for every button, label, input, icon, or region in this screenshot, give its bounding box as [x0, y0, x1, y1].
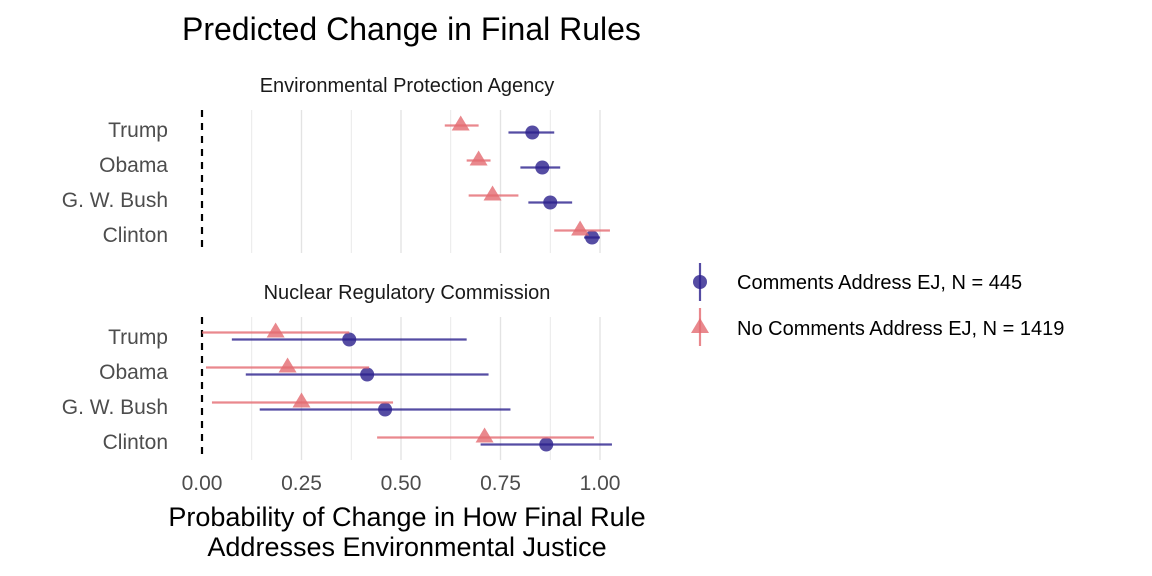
comments-point — [539, 437, 554, 452]
comments-point — [342, 332, 357, 347]
legend-item-comments: Comments Address EJ, N = 445 — [693, 263, 1022, 301]
x-tick-label: 0.00 — [182, 472, 223, 495]
y-tick-label: G. W. Bush — [62, 396, 168, 419]
x-tick-label: 1.00 — [580, 472, 621, 495]
legend-comments-label: Comments Address EJ, N = 445 — [737, 272, 1022, 294]
gridlines — [251, 110, 601, 253]
legend-comments-marker — [693, 275, 707, 289]
no-comments-point — [451, 115, 470, 131]
x-axis-label-line-1: Probability of Change in How Final Rule — [168, 502, 645, 532]
no-comments-point — [469, 150, 488, 166]
comments-point — [543, 195, 558, 210]
comments-point — [525, 125, 540, 140]
panel-nrc: Nuclear Regulatory Commission Trump Obama… — [62, 282, 612, 460]
x-tick-label: 0.75 — [480, 472, 521, 495]
x-axis: 0.00 0.25 0.50 0.75 1.00 — [182, 472, 621, 495]
gridlines — [251, 317, 601, 460]
comments-point — [378, 402, 393, 417]
y-tick-label: Trump — [108, 119, 168, 142]
comments-point — [585, 230, 600, 245]
no-comments-point — [571, 220, 590, 236]
legend: Comments Address EJ, N = 445 No Comments… — [691, 263, 1064, 346]
x-tick-label: 0.50 — [381, 472, 422, 495]
y-tick-label: Clinton — [103, 224, 168, 247]
y-tick-label: Obama — [99, 154, 168, 177]
legend-item-no-comments: No Comments Address EJ, N = 1419 — [691, 308, 1064, 346]
y-tick-label: Trump — [108, 326, 168, 349]
no-comments-point — [278, 357, 297, 373]
x-tick-label: 0.25 — [281, 472, 322, 495]
no-comments-point — [266, 322, 285, 338]
legend-no-comments-marker — [691, 318, 709, 333]
y-tick-label: Clinton — [103, 431, 168, 454]
no-comments-point — [292, 392, 311, 408]
panel-title-epa: Environmental Protection Agency — [260, 75, 555, 97]
no-comments-point — [475, 427, 494, 443]
y-tick-label: G. W. Bush — [62, 189, 168, 212]
panel-epa: Environmental Protection Agency Trump Oba… — [62, 75, 610, 253]
legend-no-comments-label: No Comments Address EJ, N = 1419 — [737, 318, 1064, 340]
comments-point — [360, 367, 375, 382]
chart-title: Predicted Change in Final Rules — [182, 11, 641, 47]
y-tick-label: Obama — [99, 361, 168, 384]
panel-title-nrc: Nuclear Regulatory Commission — [264, 282, 551, 304]
no-comments-point — [483, 185, 502, 201]
x-axis-label-line-2: Addresses Environmental Justice — [207, 532, 606, 562]
comments-point — [535, 160, 550, 175]
